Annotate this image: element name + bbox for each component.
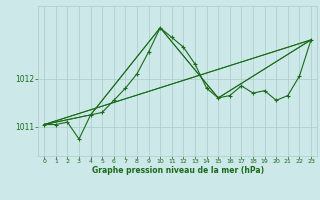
X-axis label: Graphe pression niveau de la mer (hPa): Graphe pression niveau de la mer (hPa) [92, 166, 264, 175]
